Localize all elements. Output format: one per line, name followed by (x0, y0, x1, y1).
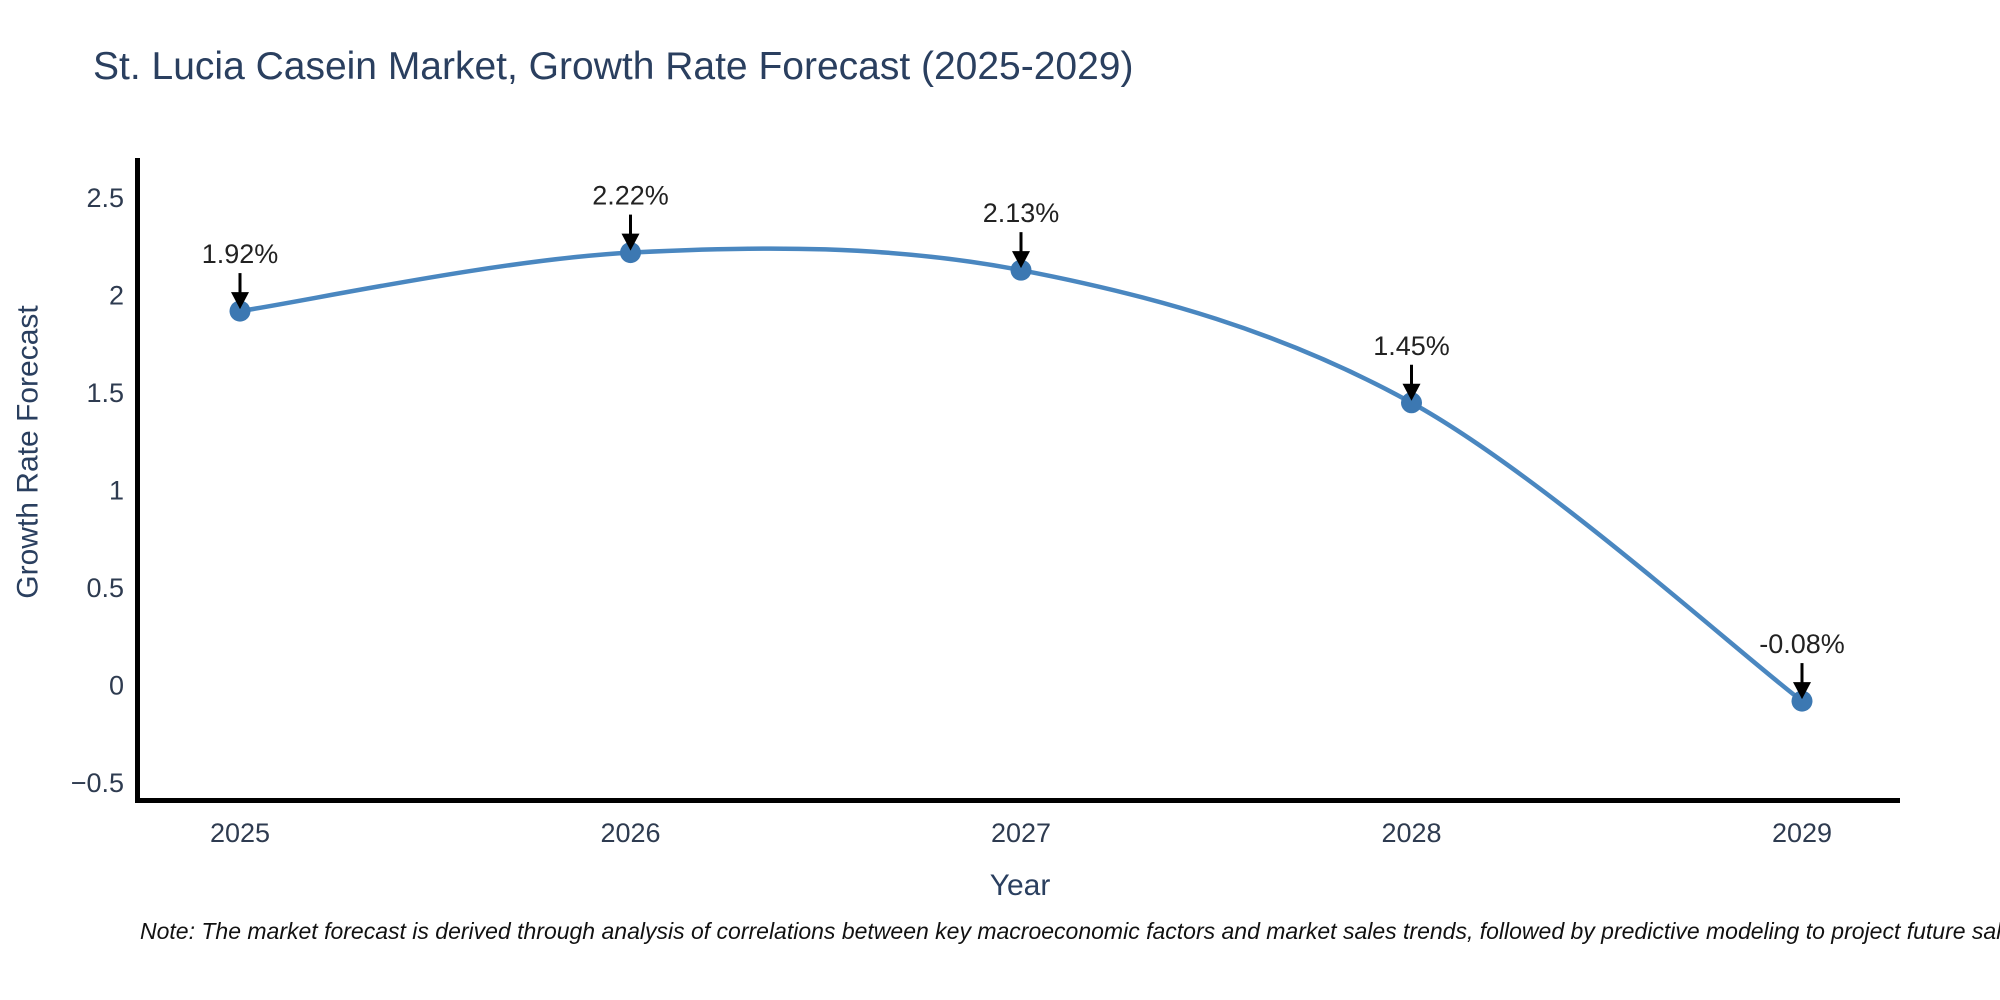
y-tick-label: 2.5 (86, 183, 124, 213)
x-axis-title: Year (990, 869, 1051, 902)
x-tick-label: 2028 (1381, 818, 1441, 848)
x-axis-tick-labels: 2025 2026 2027 2028 2029 (210, 818, 1832, 848)
x-tick-label: 2025 (210, 818, 270, 848)
forecast-spline-line (237, 246, 1805, 704)
annotation-arrowhead-icon (1402, 383, 1421, 401)
y-tick-label: 0.5 (86, 573, 124, 603)
y-tick-label: 0 (109, 671, 124, 701)
y-axis-title: Growth Rate Forecast (12, 305, 45, 599)
x-tick-label: 2027 (991, 818, 1051, 848)
point-value-label: 2.22% (592, 181, 669, 211)
y-tick-label: 1.5 (86, 378, 124, 408)
data-point-marker[interactable] (229, 300, 251, 322)
data-point-markers (229, 242, 1813, 712)
x-tick-label: 2026 (600, 818, 660, 848)
axes (135, 158, 1900, 803)
point-value-label: 1.45% (1373, 331, 1450, 361)
y-axis-tick-labels: 2.5 2 1.5 1 0.5 0 −0.5 (71, 183, 124, 798)
data-point-marker[interactable] (1791, 690, 1813, 712)
point-value-label: 2.13% (983, 198, 1060, 228)
point-annotations: 1.92% 2.22% 2.13% 1.45% -0.08% (202, 181, 1845, 700)
data-point-marker[interactable] (1401, 392, 1422, 414)
annotation-arrowhead-icon (1793, 682, 1811, 700)
y-tick-label: 2 (109, 281, 124, 311)
point-value-label: -0.08% (1759, 629, 1845, 659)
y-tick-label: −0.5 (71, 768, 124, 798)
annotation-arrowhead-icon (1012, 251, 1030, 269)
y-tick-label: 1 (109, 476, 124, 506)
data-point-marker[interactable] (620, 242, 641, 264)
point-value-label: 1.92% (202, 239, 279, 269)
data-point-marker[interactable] (1010, 259, 1032, 281)
chart-title: St. Lucia Casein Market, Growth Rate For… (93, 45, 1134, 88)
annotation-arrowhead-icon (621, 233, 640, 251)
annotation-arrowhead-icon (231, 292, 249, 310)
x-tick-label: 2029 (1772, 818, 1832, 848)
footnote: Note: The market forecast is derived thr… (140, 918, 2000, 944)
